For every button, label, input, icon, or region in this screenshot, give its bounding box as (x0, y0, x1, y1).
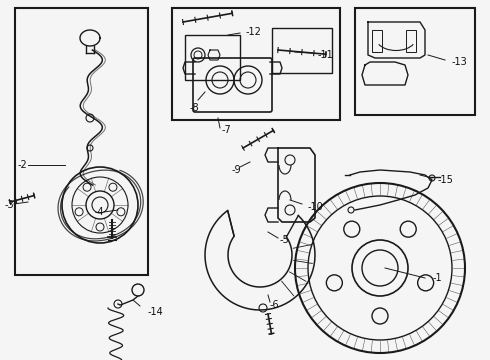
Bar (272, 28, 332, 73)
Text: -13: -13 (452, 57, 468, 67)
Text: -9: -9 (232, 165, 242, 175)
Text: -6: -6 (270, 300, 280, 310)
Text: -12: -12 (246, 27, 262, 37)
Bar (172, 8, 340, 120)
Bar (372, 30, 382, 52)
Text: -5: -5 (280, 235, 290, 245)
Text: -8: -8 (190, 103, 199, 113)
Text: -7: -7 (222, 125, 232, 135)
Text: -4: -4 (95, 207, 105, 217)
Bar (406, 30, 416, 52)
Text: -11: -11 (318, 50, 334, 60)
Bar (15, 8, 148, 275)
Text: -14: -14 (148, 307, 164, 317)
Text: -15: -15 (438, 175, 454, 185)
Text: -3: -3 (5, 200, 15, 210)
Bar (185, 35, 240, 80)
Text: -1: -1 (433, 273, 442, 283)
Text: -2: -2 (18, 160, 28, 170)
Text: -10: -10 (308, 202, 324, 212)
Bar (355, 8, 475, 115)
